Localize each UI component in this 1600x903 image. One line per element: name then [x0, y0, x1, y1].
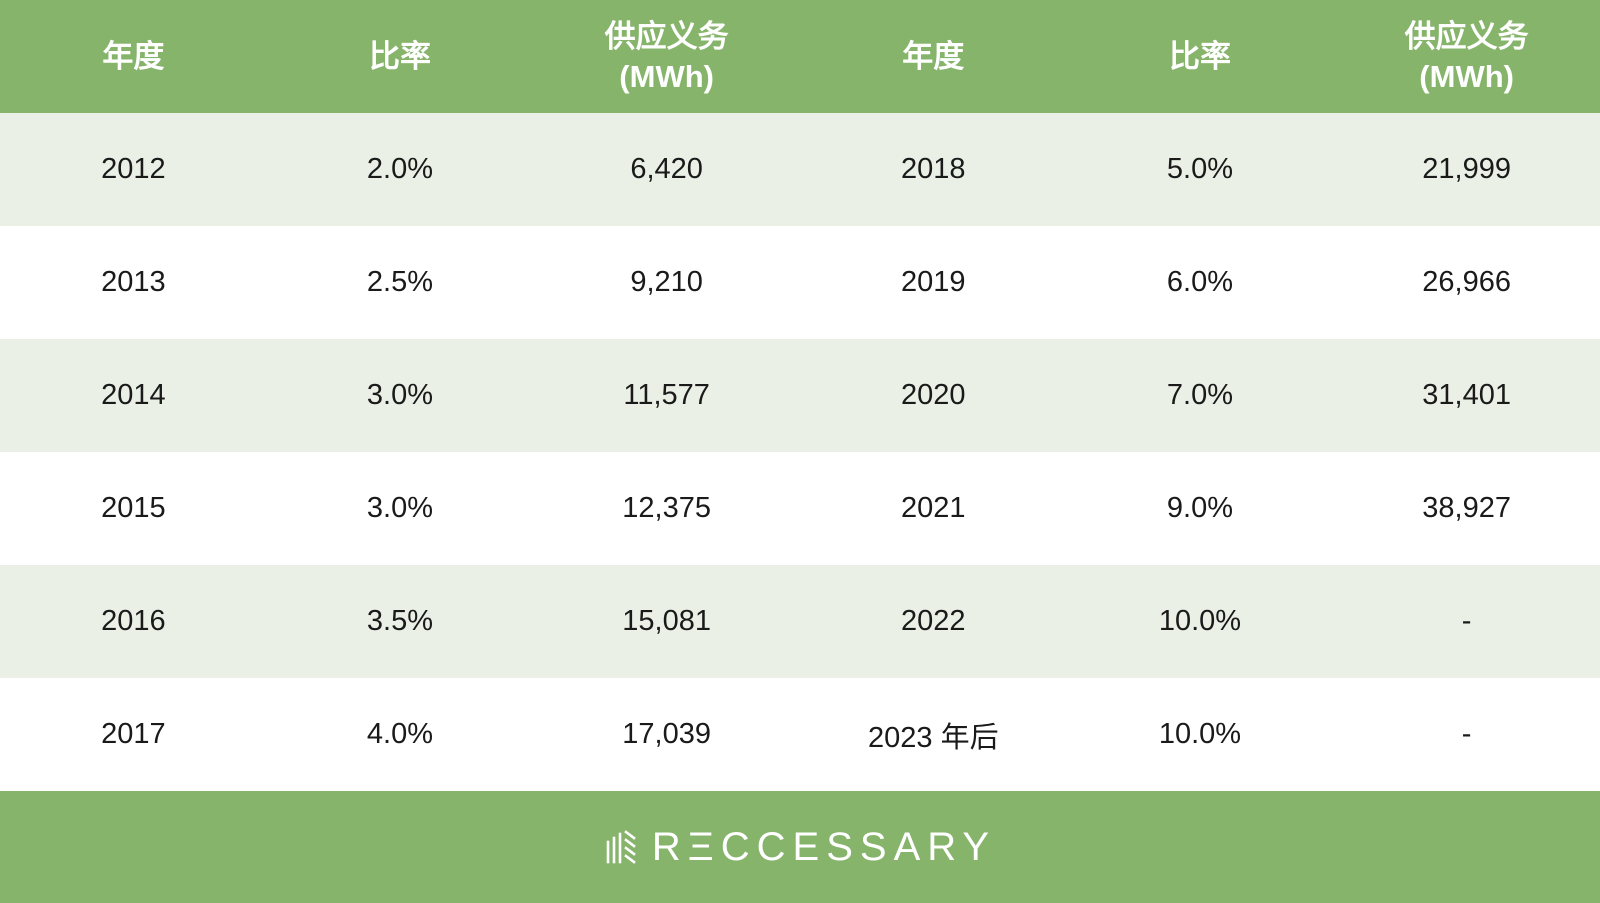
obligation-cell: 12,375 [622, 492, 711, 524]
year-cell: 2018 [901, 153, 966, 185]
header-year-2: 年度 [902, 38, 965, 74]
year-cell: 2016 [101, 605, 166, 637]
obligation-cell: 11,577 [623, 379, 710, 411]
supply-obligation-table: 年度 比率 供应义务 (MWh) 年度 比率 供应义务 (MWh) 2012 2.0… [0, 0, 1600, 791]
table-row: 2014 3.0% 11,577 2020 7.0% 31,401 [0, 339, 1600, 452]
year-cell: 2012 [101, 153, 166, 185]
rate-cell: 7.0% [1166, 379, 1233, 411]
table-row: 2015 3.0% 12,375 2021 9.0% 38,927 [0, 452, 1600, 565]
year-cell: 2013 [101, 266, 166, 298]
year-cell: 2015 [101, 492, 166, 524]
header-obligation-1: 供应义务 (MWh) [604, 18, 729, 94]
obligation-cell: 15,081 [622, 605, 711, 637]
rate-cell: 10.0% [1158, 605, 1242, 637]
obligation-cell: - [1461, 605, 1472, 637]
rate-cell: 4.0% [366, 718, 434, 750]
obligation-cell: - [1461, 718, 1472, 750]
rate-cell: 5.0% [1166, 153, 1233, 185]
rate-cell: 3.5% [366, 605, 434, 637]
year-cell: 2017 [101, 718, 166, 750]
year-cell: 2023 年后 [868, 721, 999, 754]
obligation-cell: 17,039 [622, 718, 711, 750]
header-rate-1: 比率 [368, 38, 431, 74]
year-cell: 2020 [901, 379, 966, 411]
obligation-cell: 6,420 [630, 153, 703, 185]
table-row: 2013 2.5% 9,210 2019 6.0% 26,966 [0, 226, 1600, 339]
header-rate-2: 比率 [1168, 38, 1231, 74]
rate-cell: 2.5% [366, 266, 434, 298]
obligation-cell: 21,999 [1422, 153, 1511, 185]
header-year-1: 年度 [102, 38, 165, 74]
reccessary-logo: RΞCCESSARY [604, 825, 996, 870]
reccessary-logo-icon [606, 830, 636, 864]
year-cell: 2021 [901, 492, 966, 524]
obligation-cell: 38,927 [1422, 492, 1511, 524]
table-row: 2017 4.0% 17,039 2023 年后 10.0% - [0, 678, 1600, 791]
obligation-table-wrap: 年度 比率 供应义务 (MWh) 年度 比率 供应义务 (MWh) 2012 2.0… [0, 0, 1600, 791]
obligation-cell: 26,966 [1422, 266, 1511, 298]
header-obligation-2: 供应义务 (MWh) [1404, 18, 1529, 94]
rate-cell: 10.0% [1158, 718, 1242, 750]
rate-cell: 3.0% [366, 492, 434, 524]
year-cell: 2014 [101, 379, 166, 411]
rate-cell: 9.0% [1166, 492, 1233, 524]
obligation-cell: 9,210 [630, 266, 703, 298]
year-cell: 2019 [901, 266, 966, 298]
table-header-row: 年度 比率 供应义务 (MWh) 年度 比率 供应义务 (MWh) [0, 0, 1600, 113]
reccessary-wordmark: RΞCCESSARY [651, 824, 997, 869]
rate-cell: 3.0% [366, 379, 434, 411]
footer-banner: RΞCCESSARY [0, 791, 1600, 903]
table-row: 2012 2.0% 6,420 2018 5.0% 21,999 [0, 113, 1600, 226]
obligation-cell: 31,401 [1422, 379, 1511, 411]
table-row: 2016 3.5% 15,081 2022 10.0% - [0, 565, 1600, 678]
year-cell: 2022 [901, 605, 966, 637]
rate-cell: 6.0% [1166, 266, 1233, 298]
rate-cell: 2.0% [366, 153, 434, 185]
